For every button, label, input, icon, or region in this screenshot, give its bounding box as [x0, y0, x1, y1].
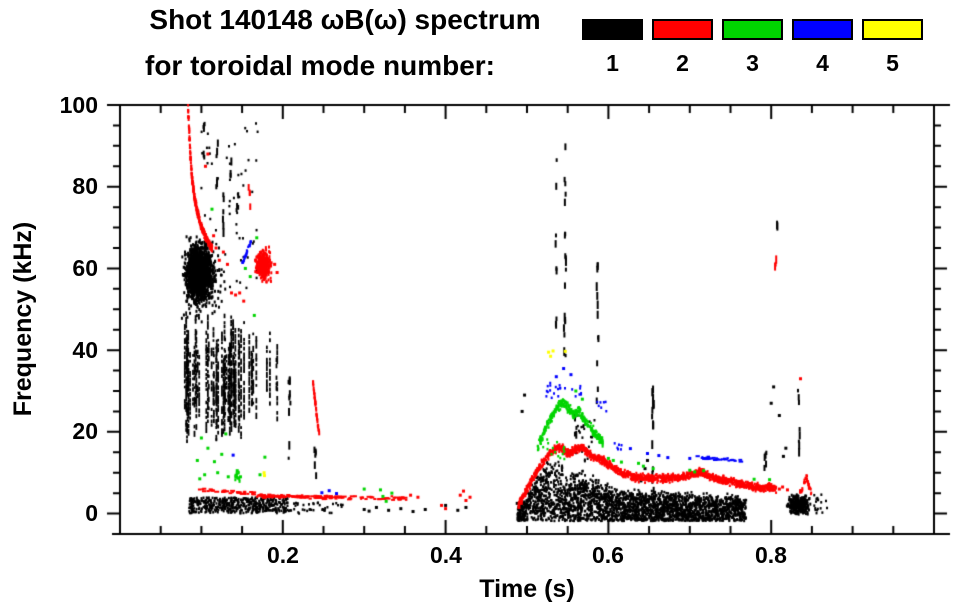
xtick-label-0p4: 0.4 [430, 542, 462, 568]
legend-label-mode-3: 3 [746, 50, 759, 76]
legend-swatch-mode-3 [722, 19, 783, 40]
ytick-label-40: 40 [72, 337, 98, 363]
ytick-label-80: 80 [72, 173, 98, 199]
ytick-label-0: 0 [85, 500, 98, 526]
y-axis-title: Frequency (kHz) [9, 221, 37, 417]
x-axis-title: Time (s) [479, 575, 575, 603]
legend-swatch-mode-5 [862, 19, 923, 40]
ytick-label-20: 20 [72, 418, 98, 444]
xtick-label-0p6: 0.6 [592, 542, 624, 568]
legend-swatch-mode-4 [792, 19, 853, 40]
ytick-label-100: 100 [59, 92, 98, 118]
legend-swatch-mode-1 [582, 19, 643, 40]
legend-label-mode-1: 1 [606, 50, 619, 76]
ytick-label-60: 60 [72, 255, 98, 281]
figure-subtitle: for toroidal mode number: [145, 50, 495, 81]
xtick-label-0p2: 0.2 [267, 542, 299, 568]
legend-swatch-mode-2 [652, 19, 713, 40]
legend-label-mode-4: 4 [816, 50, 829, 76]
legend-label-mode-5: 5 [886, 50, 899, 76]
xtick-label-0p8: 0.8 [755, 542, 787, 568]
legend-label-mode-2: 2 [676, 50, 689, 76]
figure-title: Shot 140148 ωB(ω) spectrum [149, 4, 541, 35]
